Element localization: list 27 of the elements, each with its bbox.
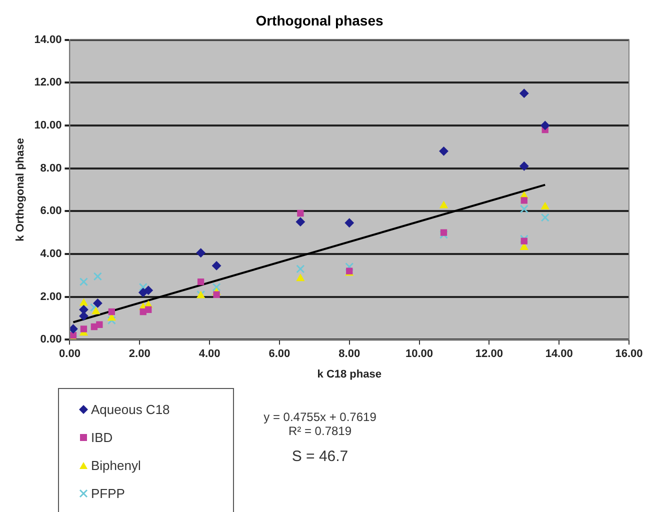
y-tick-label: 10.00 [34, 119, 62, 132]
y-tick-label: 0.00 [40, 334, 62, 346]
legend-label: PFPP [91, 486, 125, 500]
x-tick-label: 2.00 [128, 348, 150, 360]
x-tick-label: 0.00 [59, 348, 80, 360]
x-tick-label: 12.00 [475, 348, 503, 360]
x-tick-label: 16.00 [615, 348, 643, 360]
legend-label: Aqueous C18 [91, 402, 170, 416]
y-tick-label: 2.00 [40, 290, 62, 303]
x-tick-label: 8.00 [338, 348, 360, 360]
y-tick-label: 12.00 [34, 76, 62, 89]
x-tick-label: 6.00 [268, 348, 290, 360]
y-tick-label: 4.00 [40, 248, 62, 260]
text: R² = 0.7819 [287, 424, 353, 438]
y-axis-title: k Orthogonal phase [14, 138, 27, 242]
legend-label: Biphenyl [91, 458, 141, 472]
x-tick-label: 14.00 [545, 348, 573, 360]
legend-label: IBD [91, 430, 113, 444]
text: S = 46.7 [290, 448, 350, 465]
x-tick-label: 4.00 [198, 348, 220, 360]
text: y = 0.4755x + 0.7619 [262, 410, 378, 424]
chart-title: Orthogonal phases [256, 12, 384, 28]
y-tick-label: 8.00 [40, 162, 62, 174]
x-tick-label: 10.00 [406, 348, 434, 360]
y-tick-label: 14.00 [34, 34, 62, 46]
x-axis-title: k C18 phase [317, 368, 382, 380]
y-tick-label: 6.00 [40, 205, 62, 218]
